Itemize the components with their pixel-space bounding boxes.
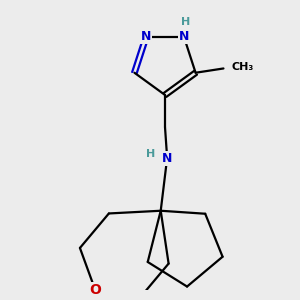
Text: CH₃: CH₃ — [231, 62, 254, 72]
Text: N: N — [179, 30, 189, 43]
Text: H: H — [182, 17, 191, 27]
Text: N: N — [162, 152, 172, 164]
Text: N: N — [141, 30, 151, 43]
Text: O: O — [89, 283, 101, 297]
Text: H: H — [146, 149, 155, 159]
